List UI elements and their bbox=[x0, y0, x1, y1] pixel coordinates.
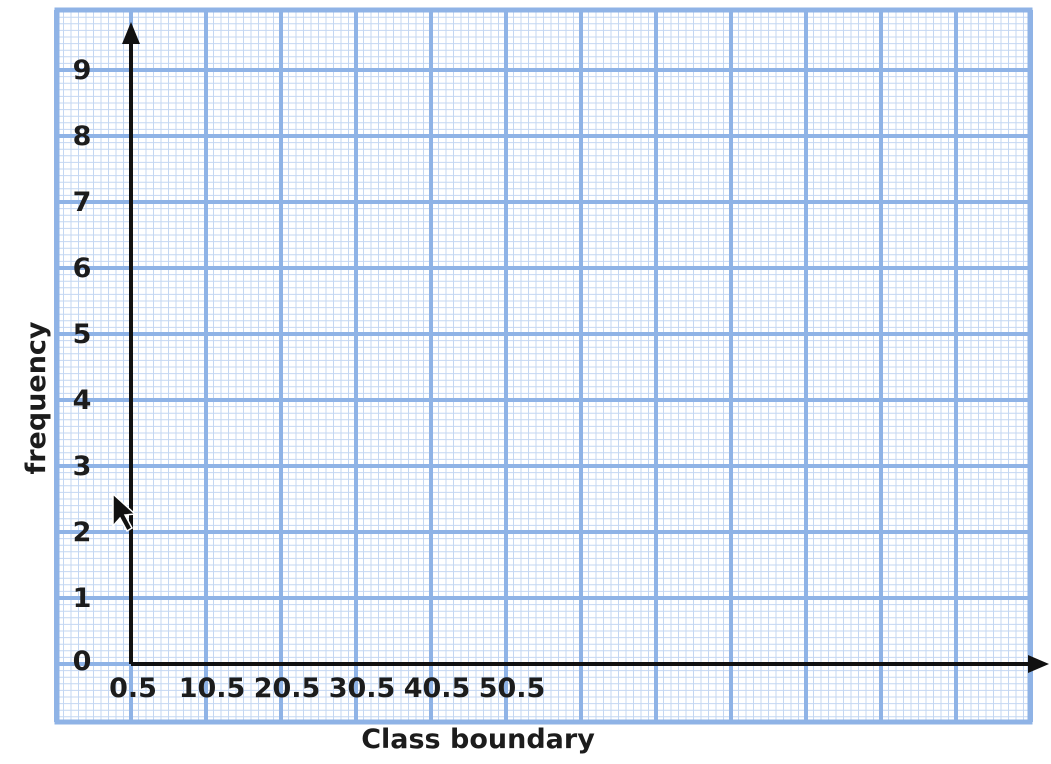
y-tick-label: 2 bbox=[73, 517, 92, 548]
minor-grid bbox=[57, 10, 1030, 722]
y-tick-label: 0 bbox=[73, 646, 92, 677]
y-tick-label: 9 bbox=[73, 55, 92, 86]
x-tick-label: 0.5 bbox=[109, 673, 157, 704]
y-tick-label: 8 bbox=[73, 121, 92, 152]
y-tick-label: 3 bbox=[73, 451, 92, 482]
x-axis-label: Class boundary bbox=[361, 724, 595, 755]
x-tick-label: 20.5 bbox=[254, 673, 321, 704]
y-axis-label: frequency bbox=[21, 321, 52, 474]
x-tick-labels: 0.5 10.5 20.5 30.5 40.5 50.5 bbox=[109, 673, 545, 704]
x-tick-label: 50.5 bbox=[479, 673, 546, 704]
x-tick-label: 10.5 bbox=[179, 673, 246, 704]
x-axis-arrowhead bbox=[1028, 655, 1049, 673]
y-tick-label: 7 bbox=[73, 187, 92, 218]
x-tick-label: 30.5 bbox=[329, 673, 396, 704]
y-tick-label: 4 bbox=[73, 385, 92, 416]
y-axis-arrowhead bbox=[122, 22, 140, 44]
x-tick-label: 40.5 bbox=[404, 673, 471, 704]
axes bbox=[122, 22, 1049, 673]
y-tick-labels: 0 1 2 3 4 5 6 7 8 9 bbox=[73, 55, 92, 677]
cursor-arrow-icon bbox=[112, 492, 137, 533]
y-tick-label: 1 bbox=[73, 583, 92, 614]
y-tick-label: 5 bbox=[73, 319, 92, 350]
y-tick-label: 6 bbox=[73, 253, 92, 284]
grid-border bbox=[54, 7, 1033, 725]
